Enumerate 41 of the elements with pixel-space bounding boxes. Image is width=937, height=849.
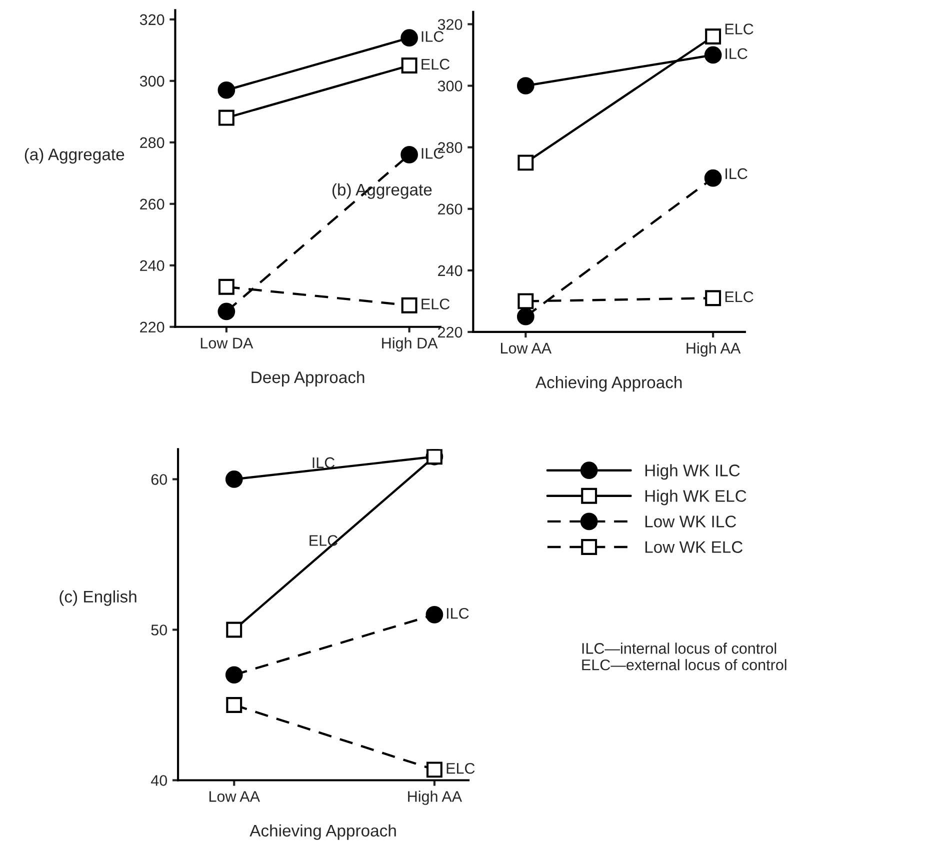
- annotation: ILC: [312, 457, 335, 468]
- annotation: ILC: [422, 31, 444, 42]
- text: High WK ELC: [645, 490, 746, 506]
- text: High WK ILC: [645, 464, 740, 480]
- y-axis-title: (c) English: [60, 590, 136, 606]
- y-axis-title: (a) Aggregate: [24, 148, 124, 164]
- y-tick-label: 300: [438, 80, 462, 92]
- x-axis-title: Achieving Approach: [535, 376, 682, 392]
- y-tick-label: 260: [438, 204, 462, 215]
- y-tick-label: 220: [438, 326, 462, 338]
- x-tick-label: Low AA: [209, 791, 260, 802]
- y-tick-label: 260: [140, 198, 164, 210]
- text: Low WK ELC: [645, 541, 743, 553]
- x-tick-label: High AA: [408, 790, 462, 805]
- text: Low WK ILC: [645, 516, 736, 528]
- x-tick-label: High DA: [382, 337, 438, 352]
- annotation: ILC: [726, 168, 748, 180]
- annotation: ELC: [422, 298, 450, 310]
- annotation: ILC: [446, 608, 469, 619]
- y-tick-label: 50: [151, 624, 168, 636]
- y-tick-label: 300: [140, 76, 164, 87]
- y-tick-label: 60: [151, 474, 168, 485]
- annotation: ILC: [726, 48, 748, 60]
- x-tick-label: Low AA: [501, 342, 552, 354]
- x-axis-title: Achieving Approach: [250, 824, 396, 840]
- annotation: ELC: [446, 762, 475, 774]
- y-tick-label: 240: [140, 260, 164, 272]
- text: ILC—internal locus of control ELC—external locus of control: [582, 642, 786, 670]
- x-tick-label: Low DA: [200, 338, 254, 349]
- y-tick-label: 320: [140, 14, 164, 26]
- annotation: ELC: [725, 291, 754, 302]
- annotation: ELC: [422, 58, 450, 70]
- x-axis-title: Deep Approach: [252, 370, 364, 387]
- y-tick-label: 40: [150, 775, 168, 786]
- annotation: ELC: [725, 24, 754, 34]
- y-tick-label: 280: [140, 137, 164, 148]
- y-tick-label: 320: [438, 19, 462, 30]
- y-tick-label: 220: [140, 322, 164, 333]
- y-tick-label: 240: [438, 265, 462, 276]
- annotation: ELC: [310, 535, 338, 546]
- x-tick-label: High AA: [686, 342, 741, 357]
